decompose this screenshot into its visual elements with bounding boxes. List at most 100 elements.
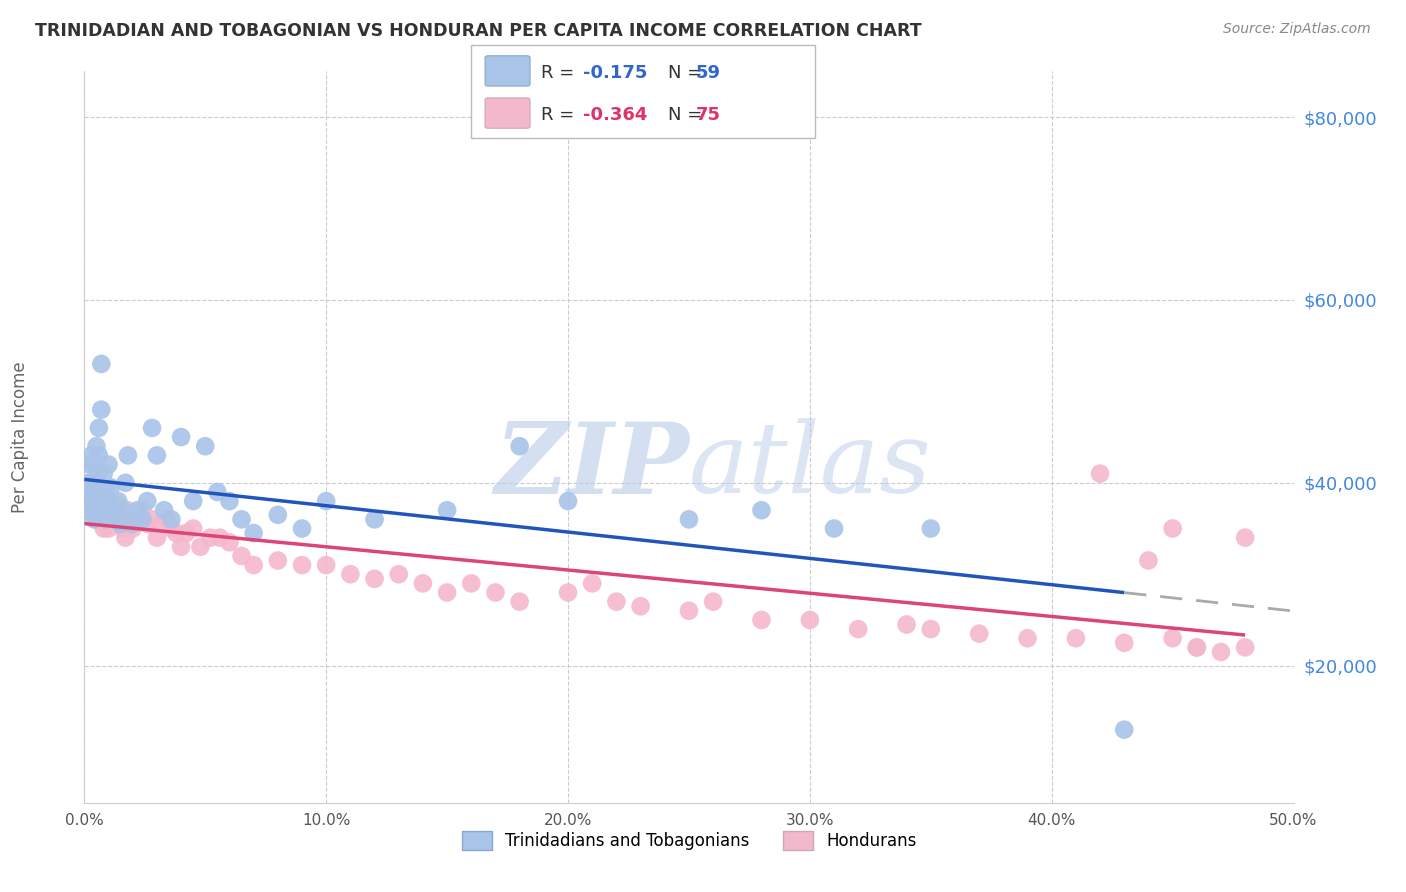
Point xyxy=(86,485,108,500)
Point xyxy=(242,558,264,573)
Point xyxy=(160,512,183,526)
Point xyxy=(165,526,187,541)
Point xyxy=(231,512,253,526)
Point xyxy=(218,535,240,549)
Point xyxy=(87,503,110,517)
Point xyxy=(86,512,108,526)
Point xyxy=(104,512,127,526)
Point xyxy=(181,494,204,508)
Point xyxy=(146,448,169,462)
Point xyxy=(436,503,458,517)
Point xyxy=(557,585,579,599)
Point xyxy=(194,439,217,453)
Point xyxy=(136,516,159,531)
Point xyxy=(1017,632,1039,646)
Point xyxy=(76,494,98,508)
Point xyxy=(100,508,122,522)
Point xyxy=(83,458,105,472)
Point xyxy=(170,540,193,554)
Point xyxy=(153,503,176,517)
Point xyxy=(267,553,290,567)
Point xyxy=(141,421,163,435)
Text: 59: 59 xyxy=(696,63,721,82)
Point xyxy=(678,512,700,526)
Point xyxy=(83,512,105,526)
Point xyxy=(83,503,105,517)
Point xyxy=(112,503,135,517)
Point xyxy=(678,604,700,618)
Point xyxy=(920,521,942,535)
Point xyxy=(117,503,139,517)
Point xyxy=(90,512,112,526)
Point xyxy=(291,521,314,535)
Point xyxy=(94,512,117,526)
Text: TRINIDADIAN AND TOBAGONIAN VS HONDURAN PER CAPITA INCOME CORRELATION CHART: TRINIDADIAN AND TOBAGONIAN VS HONDURAN P… xyxy=(35,22,922,40)
Point xyxy=(97,458,120,472)
Point xyxy=(509,439,531,453)
Point xyxy=(1185,640,1208,655)
Point xyxy=(131,512,153,526)
Point xyxy=(339,567,361,582)
Point xyxy=(702,594,724,608)
Point xyxy=(267,508,290,522)
Point xyxy=(87,494,110,508)
Point xyxy=(104,508,127,522)
Point xyxy=(93,521,115,535)
Point xyxy=(1114,723,1136,737)
Point xyxy=(94,503,117,517)
Point xyxy=(83,494,105,508)
Point xyxy=(605,594,627,608)
Text: Source: ZipAtlas.com: Source: ZipAtlas.com xyxy=(1223,22,1371,37)
Point xyxy=(121,516,143,531)
Point xyxy=(799,613,821,627)
Point xyxy=(1161,521,1184,535)
Point xyxy=(174,526,197,541)
Point xyxy=(218,494,240,508)
Point xyxy=(107,499,129,513)
Point xyxy=(97,494,120,508)
Y-axis label: Per Capita Income: Per Capita Income xyxy=(11,361,28,513)
Point xyxy=(1234,531,1257,545)
Point xyxy=(207,485,229,500)
Text: -0.175: -0.175 xyxy=(583,63,648,82)
Point xyxy=(1185,640,1208,655)
Point xyxy=(150,516,173,531)
Point xyxy=(896,617,918,632)
Point xyxy=(460,576,482,591)
Point xyxy=(77,475,100,490)
Point xyxy=(117,448,139,462)
Point xyxy=(80,485,103,500)
Point xyxy=(1088,467,1111,481)
Point xyxy=(87,467,110,481)
Point xyxy=(412,576,434,591)
Point xyxy=(1137,553,1160,567)
Point xyxy=(114,531,136,545)
Point xyxy=(231,549,253,563)
Point xyxy=(77,475,100,490)
Point xyxy=(87,448,110,462)
Point xyxy=(967,626,990,640)
Point xyxy=(114,475,136,490)
Point xyxy=(86,439,108,453)
Point xyxy=(80,448,103,462)
Point xyxy=(170,430,193,444)
Point xyxy=(127,512,149,526)
Legend: Trinidadians and Tobagonians, Hondurans: Trinidadians and Tobagonians, Hondurans xyxy=(456,824,922,856)
Point xyxy=(141,512,163,526)
Point xyxy=(86,503,108,517)
Point xyxy=(97,494,120,508)
Point xyxy=(1064,632,1087,646)
Text: R =: R = xyxy=(541,106,581,124)
Point xyxy=(97,521,120,535)
Point xyxy=(363,512,385,526)
Point xyxy=(557,494,579,508)
Point xyxy=(1234,640,1257,655)
Text: atlas: atlas xyxy=(689,418,932,514)
Point xyxy=(363,572,385,586)
Point xyxy=(509,594,531,608)
Point xyxy=(920,622,942,636)
Point xyxy=(1161,632,1184,646)
Point xyxy=(581,576,603,591)
Point xyxy=(315,494,337,508)
Point xyxy=(87,421,110,435)
